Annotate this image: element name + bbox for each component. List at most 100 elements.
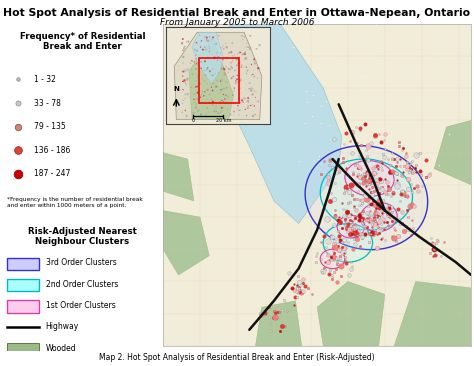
Point — [247, 87, 255, 93]
Point — [427, 170, 434, 176]
Point — [289, 44, 297, 50]
Point — [285, 270, 292, 276]
Point — [386, 169, 394, 175]
Point — [348, 263, 356, 269]
Point — [367, 173, 375, 179]
Point — [377, 158, 384, 164]
Point — [346, 199, 354, 205]
Point — [324, 174, 332, 180]
Point — [350, 225, 357, 231]
Point — [191, 100, 198, 106]
Point — [350, 181, 358, 187]
Point — [328, 274, 336, 280]
Point — [322, 98, 329, 104]
Point — [252, 89, 260, 95]
Text: Risk-Adjusted Nearest
Neighbour Clusters: Risk-Adjusted Nearest Neighbour Clusters — [28, 227, 137, 246]
Point — [213, 50, 221, 56]
Point — [353, 207, 360, 213]
Point — [206, 34, 213, 40]
Point — [222, 40, 229, 46]
Point — [343, 184, 350, 190]
Point — [375, 213, 383, 219]
Point — [364, 167, 371, 173]
Point — [386, 162, 394, 168]
Point — [408, 189, 416, 195]
Point — [251, 112, 259, 117]
Point — [349, 169, 357, 175]
Point — [428, 253, 436, 259]
Point — [392, 170, 400, 176]
Point — [324, 252, 331, 258]
Point — [362, 121, 369, 127]
Point — [359, 210, 366, 216]
Point — [231, 67, 239, 73]
Point — [353, 236, 360, 242]
Point — [403, 193, 411, 199]
Point — [391, 216, 398, 222]
Point — [370, 197, 377, 202]
Point — [366, 176, 374, 182]
Point — [412, 152, 420, 158]
Point — [230, 85, 238, 91]
Point — [351, 221, 359, 227]
Point — [356, 125, 364, 131]
Point — [236, 49, 243, 55]
Point — [390, 235, 398, 241]
Point — [179, 73, 187, 79]
Point — [404, 214, 412, 220]
Point — [305, 285, 312, 291]
Point — [360, 223, 367, 229]
Text: 2nd Order Clusters: 2nd Order Clusters — [46, 280, 118, 289]
Point — [246, 80, 253, 86]
Point — [15, 147, 22, 153]
Point — [397, 67, 404, 72]
Point — [389, 168, 396, 174]
Point — [366, 172, 374, 178]
Point — [233, 56, 240, 61]
Point — [358, 68, 366, 74]
Point — [348, 149, 356, 155]
Point — [195, 88, 202, 94]
Point — [373, 210, 380, 216]
Point — [249, 113, 257, 119]
Point — [377, 202, 384, 208]
Point — [361, 223, 368, 229]
Point — [272, 310, 279, 316]
Point — [245, 103, 252, 109]
Point — [347, 211, 355, 217]
Point — [408, 170, 415, 176]
Point — [410, 169, 418, 175]
Point — [342, 246, 350, 251]
Point — [358, 231, 366, 237]
Point — [325, 180, 333, 186]
Point — [371, 214, 378, 220]
Point — [223, 93, 230, 98]
Point — [188, 67, 195, 73]
Point — [410, 185, 418, 191]
Point — [377, 236, 384, 242]
Point — [270, 314, 278, 320]
Ellipse shape — [305, 146, 428, 250]
Point — [270, 308, 277, 314]
Point — [244, 105, 252, 111]
FancyBboxPatch shape — [7, 279, 39, 291]
Point — [202, 72, 210, 78]
Ellipse shape — [360, 202, 397, 232]
Point — [390, 189, 397, 195]
Polygon shape — [174, 32, 262, 120]
Point — [340, 245, 347, 251]
Point — [360, 171, 367, 177]
Point — [220, 67, 228, 73]
Point — [245, 95, 252, 101]
Point — [331, 180, 338, 186]
Point — [410, 225, 417, 231]
Point — [377, 208, 385, 214]
Point — [301, 283, 309, 289]
Point — [385, 186, 393, 191]
Point — [352, 228, 360, 234]
Point — [376, 176, 383, 182]
Point — [335, 214, 343, 220]
Point — [331, 244, 339, 250]
Point — [221, 96, 228, 102]
Point — [397, 172, 405, 178]
